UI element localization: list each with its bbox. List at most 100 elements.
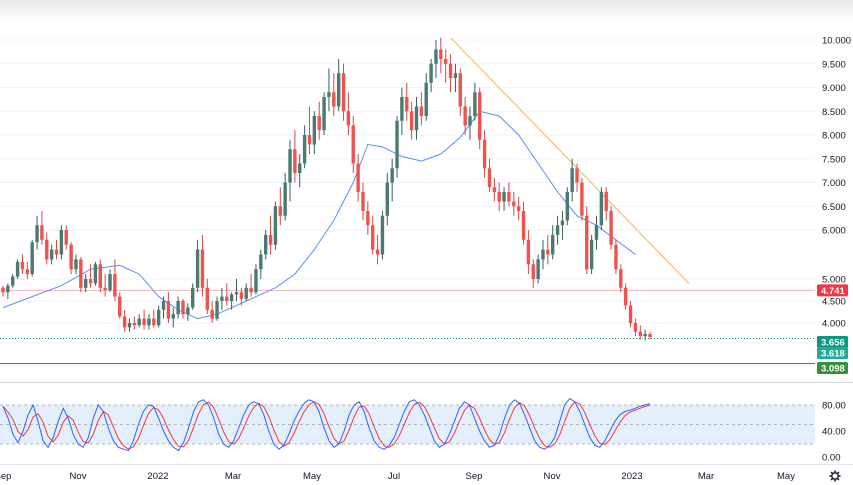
candle-body	[536, 259, 540, 279]
candle	[341, 63, 346, 121]
candle	[132, 316, 137, 330]
candle	[434, 40, 438, 78]
candle-body	[273, 206, 278, 245]
candle	[521, 201, 526, 245]
candle	[609, 206, 613, 250]
candle-body	[30, 242, 34, 275]
candle-body	[229, 294, 234, 301]
candle-body	[492, 187, 497, 192]
candle-body	[648, 334, 652, 338]
candle	[103, 274, 107, 297]
candle	[142, 309, 146, 330]
candle	[492, 177, 497, 202]
candle	[15, 259, 20, 279]
candle-body	[327, 92, 331, 97]
candle	[288, 139, 292, 202]
price-axis: 10.000 9.500 9.000 8.500 8.000 7.500 7.000 6.50…	[822, 36, 851, 330]
candle-body	[249, 287, 253, 293]
candle-body	[623, 287, 628, 306]
candle	[453, 63, 458, 93]
candle-body	[225, 296, 229, 301]
candle-body	[390, 168, 394, 183]
candle	[633, 318, 638, 337]
candle	[118, 292, 122, 319]
top-fade	[0, 0, 853, 22]
candle-body	[152, 318, 156, 326]
candle	[273, 201, 278, 250]
candle-body	[400, 97, 404, 121]
candle-body	[599, 192, 604, 226]
candle-body	[336, 73, 341, 107]
candle	[166, 292, 171, 323]
candle	[49, 244, 54, 265]
candle	[512, 192, 516, 216]
candle	[628, 301, 633, 328]
candle-body	[531, 264, 535, 279]
candle	[74, 254, 78, 275]
candle-body	[74, 259, 78, 270]
candle	[20, 254, 25, 275]
settings-gear-icon[interactable]	[829, 470, 841, 482]
candle-body	[215, 301, 219, 319]
stochastic-tick-label: 80.00	[822, 401, 846, 412]
candle-body	[366, 211, 370, 226]
candle-body	[482, 139, 487, 169]
price-tick-label: 9.000	[822, 83, 846, 94]
candle	[356, 154, 360, 202]
candle-body	[497, 192, 501, 202]
candle	[443, 49, 448, 83]
price-tick-label: 9.500	[822, 59, 846, 70]
candle	[468, 106, 472, 140]
candle	[482, 130, 487, 178]
candle-body	[643, 334, 647, 337]
candle	[487, 158, 492, 192]
candle-body	[259, 254, 263, 270]
candle	[176, 296, 180, 319]
price-tick-label: 7.000	[822, 178, 846, 189]
time-axis-label: 2022	[147, 471, 168, 482]
price-tick-label: 5.000	[822, 275, 846, 286]
candle	[278, 187, 282, 226]
candle-body	[322, 97, 326, 131]
candle	[375, 234, 380, 265]
candle-body	[35, 225, 39, 243]
candle-body	[302, 135, 307, 164]
candle-body	[473, 92, 477, 116]
candle-body	[93, 264, 98, 284]
time-axis-label: Nov	[70, 471, 87, 482]
candle	[551, 225, 555, 260]
candle	[565, 187, 570, 226]
candle	[312, 111, 317, 154]
candle	[555, 215, 560, 245]
candle-body	[288, 149, 292, 183]
candle-body	[346, 111, 351, 126]
candle	[229, 292, 234, 310]
candle-body	[307, 135, 312, 145]
candle	[594, 215, 599, 250]
candle	[458, 68, 462, 116]
candle	[259, 249, 263, 279]
candle-body	[356, 163, 360, 192]
candle-body	[395, 120, 399, 169]
candle	[638, 325, 642, 340]
time-axis-label: Nov	[544, 471, 561, 482]
candle-body	[69, 244, 73, 270]
candle	[541, 239, 545, 270]
candle-body	[142, 318, 146, 326]
candle-body	[268, 234, 273, 245]
candle-body	[546, 249, 550, 255]
candle-body	[516, 206, 521, 211]
candle-body	[6, 285, 10, 293]
time-axis-label: Jul	[388, 471, 400, 482]
candle	[93, 261, 98, 286]
candle	[152, 309, 156, 328]
candle	[502, 187, 506, 211]
candle-body	[541, 249, 545, 260]
candle-body	[20, 261, 25, 270]
candle	[200, 234, 205, 297]
candle	[409, 101, 414, 140]
candle	[585, 206, 589, 275]
candle-body	[11, 276, 15, 286]
price-badge-label: 4.741	[821, 286, 845, 297]
